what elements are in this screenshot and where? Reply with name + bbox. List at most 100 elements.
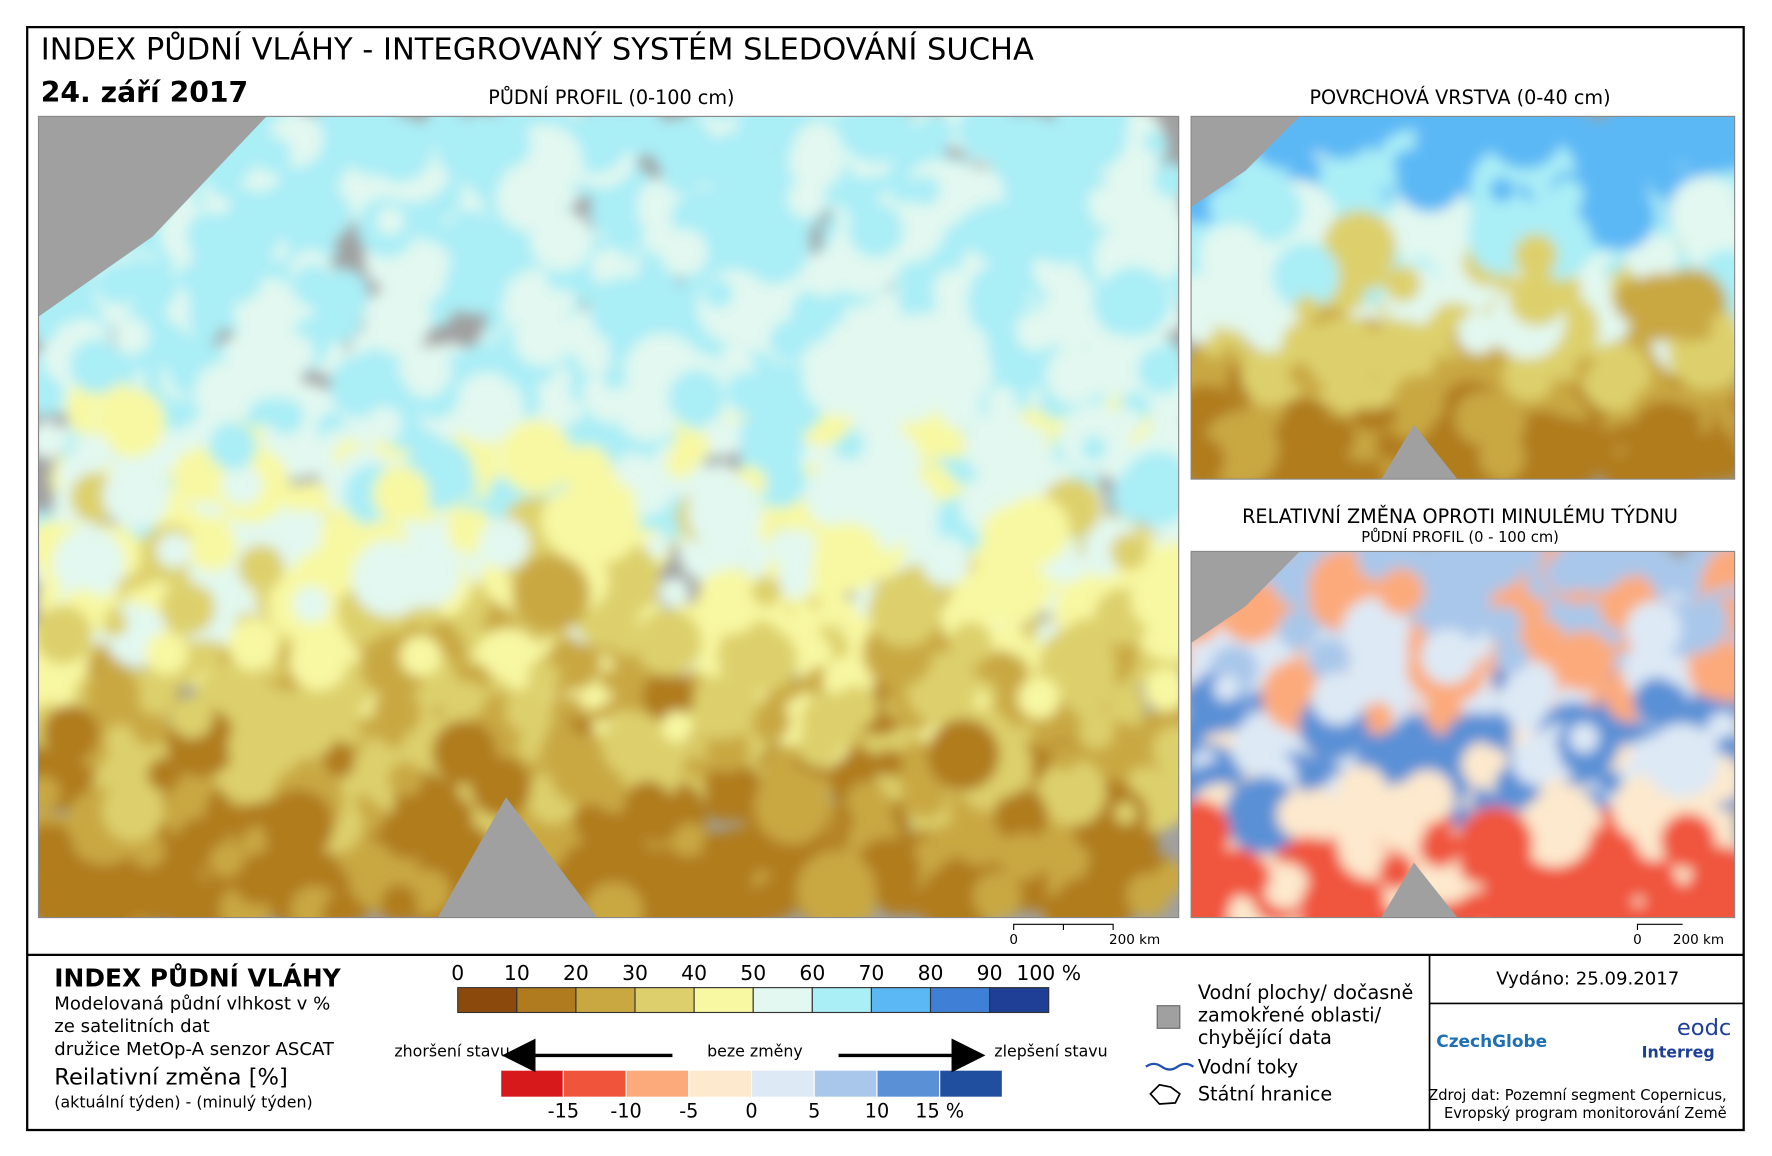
patch: [754, 767, 831, 845]
color-box: [750, 1069, 815, 1098]
patch: [1377, 568, 1425, 615]
patch: [687, 475, 763, 551]
patch: [1419, 826, 1461, 868]
patch: [660, 228, 708, 276]
patch: [1137, 346, 1179, 394]
patch: [1224, 776, 1302, 854]
patch: [875, 749, 904, 777]
patch: [703, 132, 766, 195]
scale-label: 80: [918, 961, 944, 985]
patch: [1680, 116, 1735, 174]
patch: [1585, 181, 1656, 251]
border-symbol: [1149, 1083, 1181, 1105]
patch: [645, 533, 670, 558]
logo: eodc: [1677, 1015, 1731, 1041]
patch: [998, 657, 1027, 687]
patch: [1395, 144, 1464, 213]
color-box: [516, 987, 577, 1014]
logo: Interreg: [1642, 1043, 1715, 1062]
patch: [186, 212, 233, 259]
patch: [717, 619, 790, 692]
patch: [624, 780, 672, 829]
map-subtitle: PŮDNÍ PROFIL (0 - 100 cm): [1361, 528, 1559, 546]
patch: [1130, 567, 1179, 630]
patch: [362, 285, 432, 355]
patch: [311, 293, 362, 345]
color-box: [457, 987, 518, 1014]
patch: [1494, 638, 1529, 674]
legend-text: zlepšení stavu: [994, 1042, 1107, 1061]
patch: [351, 539, 429, 617]
patch: [1144, 667, 1179, 712]
patch: [1294, 295, 1320, 322]
patch: [722, 863, 754, 895]
patch: [113, 318, 150, 355]
legend-text: (aktuální týden) - (minulý týden): [54, 1092, 312, 1111]
patch: [1377, 322, 1402, 346]
patch: [848, 202, 904, 258]
patch: [436, 117, 500, 181]
patch: [842, 890, 876, 918]
patch: [265, 178, 332, 245]
sea: [1191, 551, 1458, 918]
patch: [1038, 758, 1106, 826]
patch: [1155, 860, 1179, 895]
patch: [846, 780, 889, 823]
patch: [376, 206, 405, 236]
patch: [1384, 265, 1421, 303]
scale-label: 0: [1633, 932, 1642, 948]
patch: [1474, 396, 1526, 448]
patch: [560, 696, 584, 719]
patch: [1612, 553, 1638, 579]
patch: [927, 718, 1000, 791]
patch: [1461, 741, 1508, 788]
color-box: [870, 987, 932, 1014]
patch: [267, 398, 305, 435]
patch: [1213, 675, 1240, 702]
legend-text: Vodní toky: [1198, 1055, 1298, 1078]
patch: [366, 406, 403, 442]
scale-label: 60: [799, 961, 825, 985]
patch: [1612, 775, 1678, 841]
scale-label: 100 %: [1016, 961, 1081, 985]
scale-label: 10: [504, 961, 530, 985]
patch: [1311, 420, 1342, 451]
patch: [750, 701, 791, 742]
map-border: [1190, 115, 1736, 480]
patch: [601, 711, 668, 778]
patch: [262, 789, 335, 861]
patch: [145, 631, 188, 675]
scale-label: -10: [610, 1099, 641, 1122]
patch: [1512, 736, 1562, 786]
scale-label: 15 %: [915, 1099, 964, 1122]
patch: [463, 217, 531, 285]
patch: [1098, 266, 1170, 337]
patch: [1691, 846, 1735, 909]
patch: [993, 788, 1049, 843]
patch: [505, 686, 552, 734]
patch: [1481, 116, 1524, 141]
patch: [38, 605, 93, 665]
patch: [171, 832, 205, 866]
patch: [1714, 446, 1735, 479]
date: 24. září 2017: [41, 76, 248, 109]
legend-title: INDEX PŮDNÍ VLÁHY: [54, 963, 341, 993]
patch: [1518, 793, 1592, 868]
scale-label: 200 km: [1109, 932, 1160, 948]
legend-text: zamokřené oblasti/: [1198, 1003, 1382, 1026]
patch: [661, 151, 704, 195]
patch: [618, 678, 650, 710]
patch: [38, 314, 58, 344]
legend-text: Reilativní změna [%]: [54, 1065, 287, 1091]
patch: [933, 835, 960, 862]
patch: [1057, 654, 1116, 713]
patch: [975, 201, 1046, 272]
scale-label: 70: [858, 961, 884, 985]
patch: [1306, 316, 1381, 391]
patch: [1050, 742, 1080, 771]
patch: [1288, 362, 1313, 387]
patch: [1152, 725, 1179, 774]
patch: [813, 522, 884, 593]
patch: [1301, 880, 1345, 918]
